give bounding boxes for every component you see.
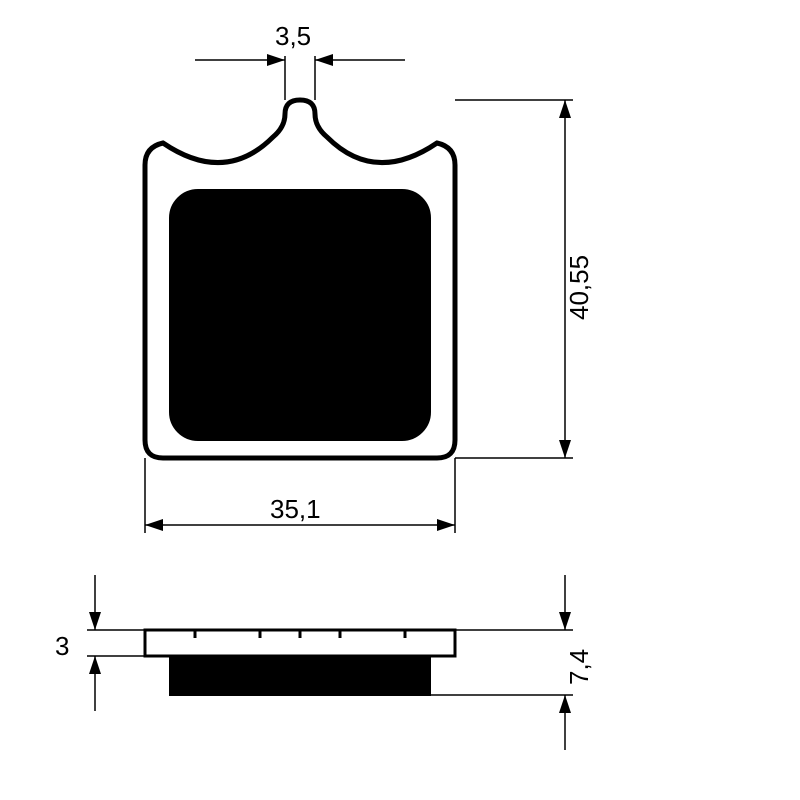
friction-pad: [170, 190, 430, 440]
technical-drawing: 3,5 40,55 35,1 3 7,4: [0, 0, 800, 800]
dimension-label: 3: [55, 631, 69, 661]
dimension-label: 35,1: [270, 494, 321, 524]
dimension-label: 40,55: [564, 255, 594, 320]
friction-material-side: [170, 656, 430, 695]
dimension-label: 3,5: [275, 21, 311, 51]
dimension-label: 7,4: [564, 649, 594, 685]
